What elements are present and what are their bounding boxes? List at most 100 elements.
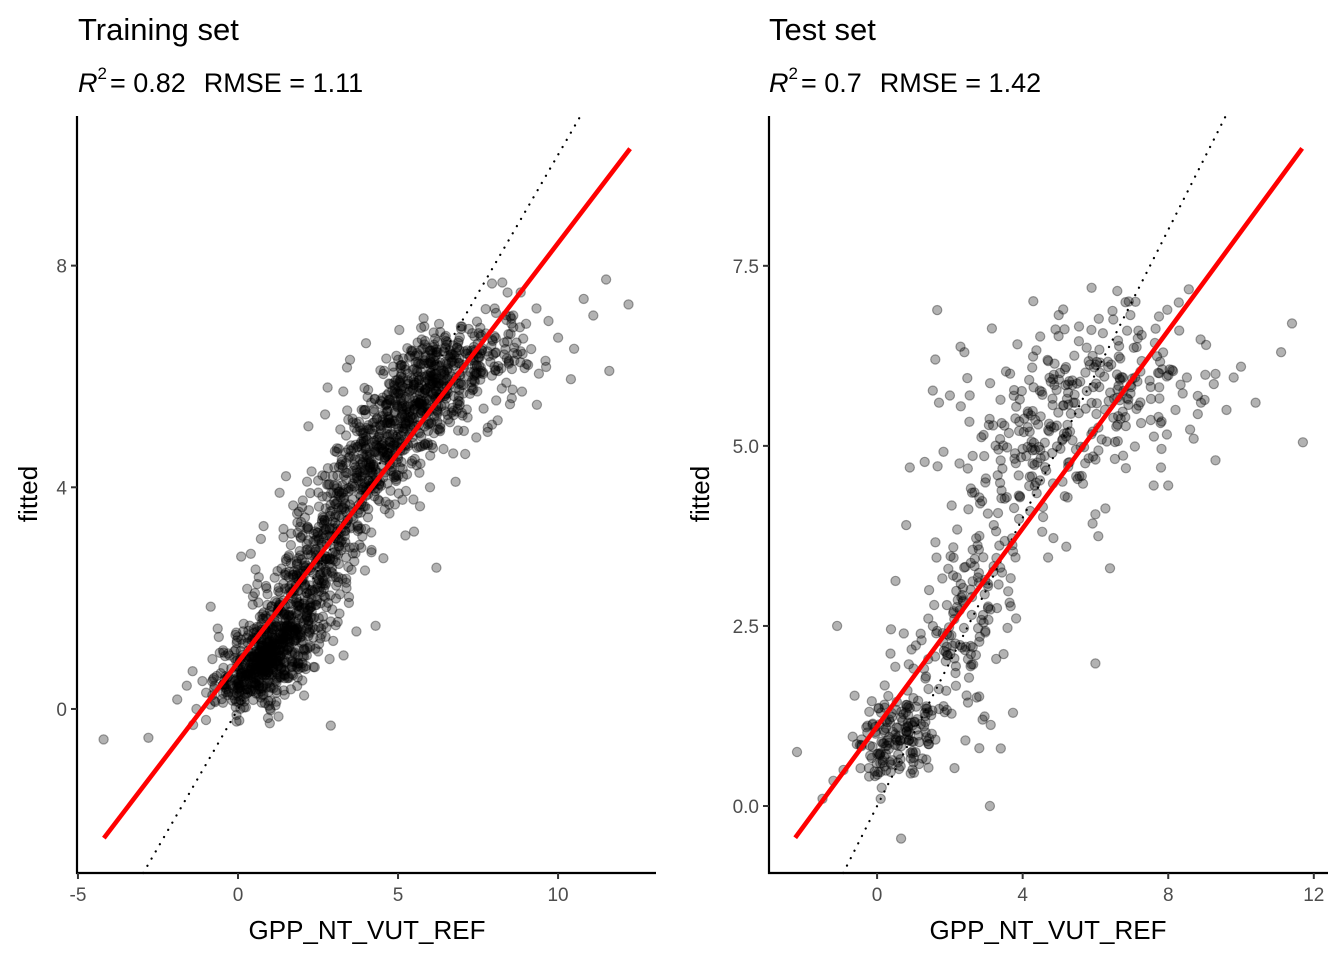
data-point: [274, 671, 286, 683]
data-point: [419, 439, 431, 450]
data-point: [248, 694, 259, 706]
data-point: [344, 451, 356, 462]
data-point: [253, 657, 264, 668]
data-point: [262, 640, 273, 652]
data-point: [503, 355, 514, 366]
data-point: [287, 626, 298, 637]
data-point: [578, 293, 589, 305]
data-point: [369, 394, 380, 405]
data-point: [867, 741, 878, 752]
data-point: [1100, 503, 1111, 514]
data-point: [1005, 573, 1016, 584]
data-point: [416, 334, 427, 345]
data-point: [427, 370, 438, 382]
data-point: [324, 558, 335, 570]
data-point: [425, 357, 436, 368]
data-point: [915, 718, 927, 730]
data-point: [401, 404, 412, 415]
data-point: [357, 428, 368, 439]
data-point: [357, 448, 368, 460]
data-point: [275, 628, 286, 640]
data-point: [395, 388, 406, 399]
data-point: [306, 601, 317, 613]
data-point: [291, 558, 303, 569]
data-point: [319, 524, 330, 536]
data-point: [365, 458, 376, 469]
data-point: [353, 523, 364, 535]
data-point: [299, 512, 311, 523]
data-point: [338, 494, 349, 505]
data-point: [466, 382, 477, 393]
data-point: [272, 661, 284, 672]
data-point: [261, 678, 273, 689]
data-point: [271, 667, 282, 678]
data-point: [233, 683, 244, 694]
data-point: [276, 635, 288, 646]
data-point: [288, 624, 299, 636]
data-point: [400, 530, 411, 541]
data-point: [424, 370, 436, 381]
data-point: [435, 419, 446, 430]
data-point: [292, 517, 303, 528]
data-point: [429, 411, 440, 422]
data-point: [227, 680, 239, 691]
data-point: [254, 680, 265, 691]
data-point: [1002, 622, 1013, 634]
data-point: [454, 400, 465, 411]
data-point: [416, 404, 427, 416]
data-point: [920, 727, 931, 738]
data-point: [240, 673, 251, 685]
data-point: [366, 544, 377, 556]
data-point: [302, 610, 313, 622]
data-point: [286, 668, 298, 680]
data-point: [337, 480, 348, 491]
data-point: [407, 345, 418, 356]
data-point: [222, 689, 234, 701]
data-point: [312, 527, 323, 538]
data-point: [236, 679, 248, 691]
data-point: [374, 495, 385, 507]
data-point: [1031, 345, 1042, 356]
data-point: [531, 399, 543, 410]
data-point: [395, 395, 406, 406]
data-point: [425, 365, 436, 376]
data-point: [261, 650, 272, 662]
data-point: [279, 625, 290, 637]
data-point: [257, 656, 269, 667]
data-point: [1045, 421, 1057, 432]
data-point: [349, 454, 360, 465]
data-point: [351, 471, 362, 482]
data-point: [414, 374, 425, 386]
data-point: [316, 578, 327, 589]
data-point: [355, 459, 366, 470]
data-point: [301, 660, 312, 672]
data-point: [370, 620, 381, 632]
data-point: [435, 422, 446, 434]
data-point: [496, 363, 507, 374]
data-point: [381, 447, 393, 458]
data-point: [1027, 405, 1038, 417]
data-point: [276, 663, 287, 674]
data-point: [425, 352, 436, 364]
data-point: [372, 412, 383, 424]
data-point: [301, 587, 312, 599]
data-point: [398, 382, 410, 394]
data-point: [364, 424, 375, 435]
data-point: [451, 342, 463, 354]
data-point: [240, 702, 251, 713]
data-point: [1113, 340, 1125, 352]
data-point: [272, 565, 283, 577]
data-point: [952, 524, 963, 535]
data-point: [454, 332, 465, 343]
data-point: [396, 411, 407, 422]
data-point: [253, 652, 264, 663]
data-point: [276, 662, 287, 673]
data-point: [1250, 397, 1261, 408]
data-point: [1010, 613, 1022, 624]
data-point: [1275, 347, 1287, 358]
data-point: [265, 682, 277, 694]
data-point: [952, 594, 964, 606]
data-point: [277, 637, 289, 649]
data-point: [413, 397, 424, 409]
data-point: [235, 685, 246, 696]
